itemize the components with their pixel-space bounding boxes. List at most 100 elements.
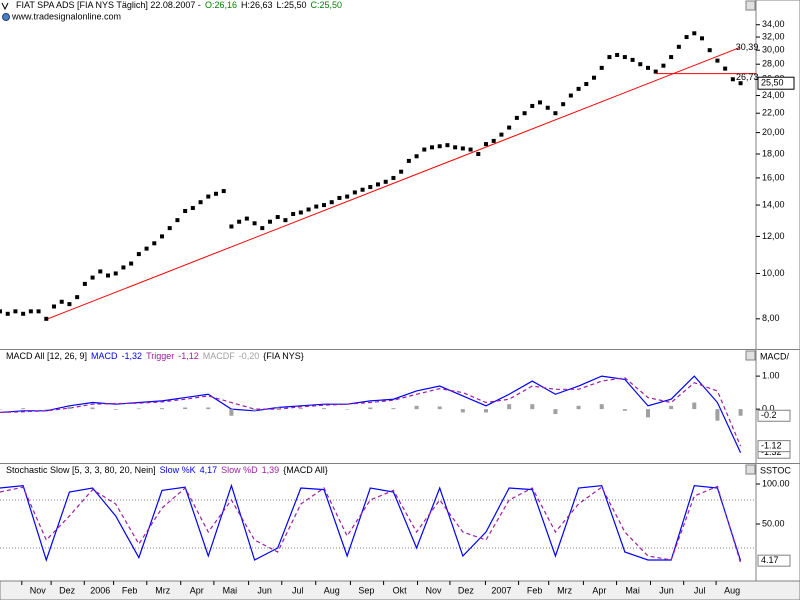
price-bar	[144, 246, 149, 251]
legend-name: MACDF	[203, 351, 235, 361]
header-title: FIAT SPA ADS [FIA NYS Täglich] 22.08.200…	[16, 0, 201, 10]
legend-value: -1,12	[178, 351, 199, 361]
x-tick-label: Jul	[694, 585, 706, 595]
price-bar	[75, 295, 80, 300]
price-bar	[52, 304, 56, 309]
price-bar	[0, 309, 2, 314]
x-tick-label: Jun	[659, 585, 674, 595]
current-price-label: 25,50	[761, 78, 784, 88]
panel-button[interactable]	[745, 464, 756, 475]
price-bar	[98, 269, 103, 274]
price-bar	[121, 265, 126, 270]
price-bar	[499, 132, 504, 137]
price-bar	[491, 138, 496, 143]
legend-name: Slow %K	[160, 465, 196, 475]
price-bar	[460, 146, 465, 151]
price-bar	[391, 175, 396, 180]
price-bar	[13, 309, 18, 314]
x-tick-label: Apr	[190, 585, 204, 595]
y-tick-label: 20,00	[762, 127, 785, 137]
panel-header: Stochastic Slow [5, 3, 3, 80, 20, Nein] S…	[6, 465, 328, 475]
y-tick-label: 8,00	[762, 313, 780, 323]
price-bar	[646, 65, 650, 70]
price-bar	[113, 271, 118, 276]
price-bar	[214, 191, 218, 196]
price-bar	[453, 145, 458, 150]
price-bar	[160, 234, 164, 239]
price-bar	[44, 316, 49, 321]
histogram-bar	[553, 409, 558, 415]
price-bar	[507, 125, 512, 130]
histogram-bar	[507, 404, 512, 410]
legend-value: 1,39	[262, 465, 280, 475]
y-tick-label: 32,00	[762, 31, 785, 41]
x-tick-label: Nov	[30, 585, 47, 595]
price-bar	[221, 189, 226, 194]
price-bar	[183, 208, 188, 213]
x-tick-label: Mrz	[557, 585, 572, 595]
trendline-label: 30,39	[736, 42, 759, 52]
last-value-label: -0.2	[761, 410, 777, 420]
legend-name: MACD	[91, 351, 118, 361]
price-bar	[383, 179, 388, 184]
x-tick-label: Mai	[625, 585, 640, 595]
price-bar	[422, 147, 427, 152]
current-price-box	[757, 76, 795, 90]
price-bar	[306, 207, 311, 212]
y-tick-label: 18,00	[762, 148, 785, 158]
quote: C:25,50	[311, 0, 343, 10]
y-tick-label: 10,00	[762, 268, 785, 278]
price-bar	[244, 216, 249, 221]
legend-name: Slow %D	[221, 465, 258, 475]
axis-label: SSTOC	[760, 465, 791, 475]
x-tick-label: Okt	[393, 585, 408, 595]
y-tick-label: 50.00	[762, 518, 785, 528]
legend-value: -0,20	[239, 351, 260, 361]
price-bar	[476, 152, 481, 157]
histogram-bar	[622, 409, 627, 411]
y-tick-label: 34,00	[762, 19, 785, 29]
price-bar	[322, 203, 326, 208]
price-bar	[576, 86, 581, 91]
price-bar	[136, 252, 141, 257]
histogram-bar	[0, 409, 2, 410]
price-bar	[237, 219, 242, 224]
price-bar	[484, 142, 488, 147]
x-axis-area	[0, 580, 800, 600]
price-bar	[360, 187, 365, 192]
histogram-bar	[368, 407, 373, 410]
series-line	[0, 375, 742, 454]
histogram-bar	[252, 409, 257, 411]
price-bar	[5, 311, 10, 316]
y-tick-label: 1.00	[762, 370, 780, 380]
x-tick-label: Nov	[426, 585, 443, 595]
last-value-box	[757, 554, 791, 567]
x-tick-label: 2007	[491, 585, 511, 595]
price-bar	[723, 66, 728, 71]
price-bar	[669, 55, 674, 60]
price-bar	[252, 221, 257, 226]
price-bar	[106, 273, 110, 278]
histogram-bar	[229, 409, 234, 416]
panel-button[interactable]	[745, 350, 756, 361]
price-bar	[630, 57, 635, 62]
histogram-bar	[21, 408, 26, 410]
x-tick-label: Sep	[358, 585, 374, 595]
y-tick-label: 0.0	[762, 404, 775, 414]
y-tick-label: 14,00	[762, 199, 785, 209]
price-bar	[376, 182, 380, 187]
price-bar	[59, 299, 64, 304]
price-bar	[36, 309, 41, 314]
price-bar	[167, 226, 172, 231]
price-bar	[430, 145, 434, 150]
histogram-bar	[669, 405, 674, 410]
trendline	[47, 47, 740, 320]
last-value-label: 4.17	[761, 555, 779, 565]
x-tick-label: Jun	[257, 585, 272, 595]
price-bar	[692, 31, 697, 36]
header-source: {MACD All}	[283, 465, 328, 475]
panel-header: FIAT SPA ADS [FIA NYS Täglich] 22.08.200…	[16, 0, 342, 10]
panel-button[interactable]	[745, 0, 756, 11]
price-bar	[715, 58, 720, 63]
